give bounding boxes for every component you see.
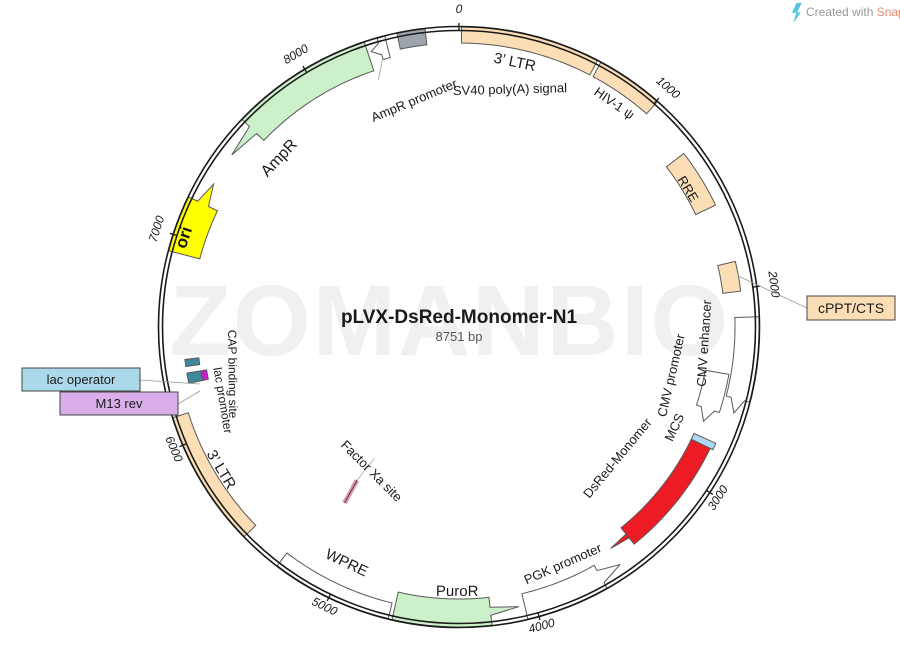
svg-text:WPRE: WPRE: [323, 546, 371, 581]
svg-text:0: 0: [456, 2, 463, 16]
svg-text:8000: 8000: [281, 41, 311, 67]
svg-text:2000: 2000: [765, 269, 783, 299]
svg-text:pLVX-DsRed-Monomer-N1: pLVX-DsRed-Monomer-N1: [341, 307, 578, 328]
svg-text:7000: 7000: [146, 214, 168, 244]
svg-text:cPPT/CTS: cPPT/CTS: [818, 300, 884, 316]
svg-text:3’ LTR: 3’ LTR: [492, 50, 537, 75]
svg-text:DsRed-Monomer: DsRed-Monomer: [580, 415, 655, 501]
svg-text:8751 bp: 8751 bp: [436, 329, 483, 344]
svg-text:AmpR promoter: AmpR promoter: [369, 75, 460, 124]
svg-text:M13 rev: M13 rev: [96, 396, 143, 411]
svg-text:Created with SnapGene®: Created with SnapGene®: [806, 5, 900, 19]
svg-text:1000: 1000: [654, 73, 684, 101]
svg-text:PuroR: PuroR: [436, 583, 479, 600]
svg-text:SV40 poly(A) signal: SV40 poly(A) signal: [453, 80, 568, 98]
svg-text:lac operator: lac operator: [47, 372, 116, 387]
svg-text:CAP binding site: CAP binding site: [225, 330, 240, 419]
svg-text:AmpR: AmpR: [258, 136, 301, 180]
